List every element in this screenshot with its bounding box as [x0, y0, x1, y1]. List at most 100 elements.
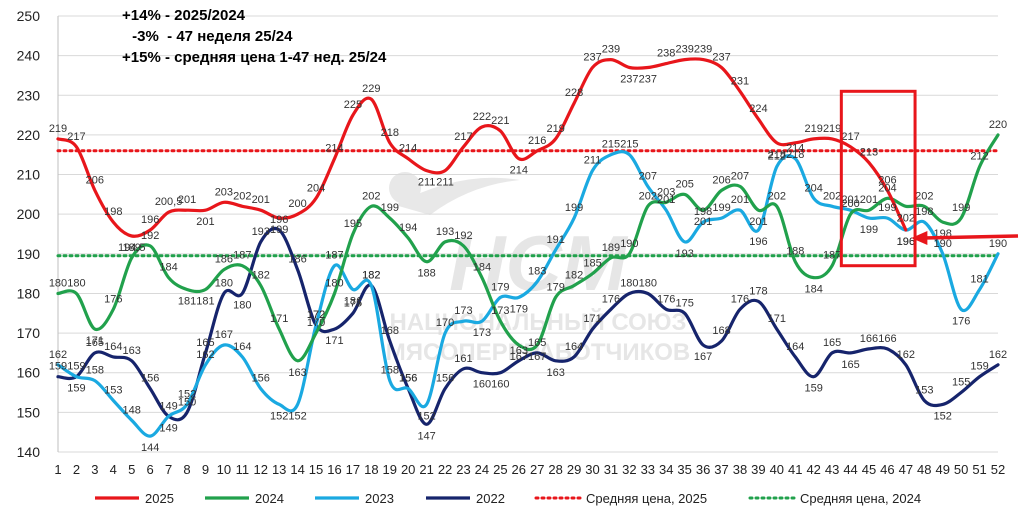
data-label-2024-30: 185: [583, 258, 601, 270]
x-tick-22: 22: [438, 462, 452, 477]
legend: 2025 2024 2023 2022 Средняя цена, 2025 Средня…: [95, 491, 921, 506]
data-label-2023-52: 190: [989, 238, 1007, 250]
x-tick-30: 30: [585, 462, 599, 477]
data-label-2023-38: 201: [731, 194, 749, 206]
data-label-2022-3: 165: [86, 337, 104, 349]
data-label-2023-33: 207: [639, 170, 657, 182]
legend-label-5: Средняя цена, 2025: [586, 491, 707, 506]
data-label-2025-35: 239: [675, 44, 693, 56]
legend-label-1: 2025: [145, 491, 174, 506]
arrow-head: [911, 230, 928, 245]
x-tick-35: 35: [677, 462, 691, 477]
data-label-2025-43: 219: [823, 123, 841, 135]
data-label-2022-36: 167: [694, 351, 712, 363]
data-label-2024-8: 181: [178, 295, 196, 307]
data-label-2025-34: 238: [657, 48, 675, 60]
data-label-2022-46: 166: [878, 333, 896, 345]
data-label-2022-37: 168: [712, 325, 730, 337]
data-label-2025-16: 214: [325, 143, 343, 155]
data-label-2023-26: 179: [510, 303, 528, 315]
data-label-2024-20: 194: [399, 222, 417, 234]
x-tick-47: 47: [899, 462, 913, 477]
data-label-2025-23: 217: [454, 131, 472, 143]
data-label-2024-16: 180: [325, 277, 343, 289]
data-label-2022-34: 176: [657, 293, 675, 305]
data-label-2024-23: 192: [454, 230, 472, 242]
data-label-2022-52: 162: [989, 349, 1007, 361]
x-tick-21: 21: [419, 462, 433, 477]
data-label-2022-2: 159: [67, 383, 85, 395]
data-label-2024-31: 189: [602, 242, 620, 254]
x-tick-25: 25: [493, 462, 507, 477]
data-label-2022-7: 149: [159, 422, 177, 434]
data-label-2025-1: 219: [49, 123, 67, 135]
x-tick-20: 20: [401, 462, 415, 477]
data-label-2022-29: 164: [565, 341, 583, 353]
x-tick-46: 46: [880, 462, 894, 477]
data-label-2025-21: 211: [418, 177, 436, 189]
data-label-2022-13: 196: [270, 214, 288, 226]
data-label-2024-34: 203: [657, 186, 675, 198]
x-axis: 1 2 3 4 5 6 7 8 9 10 11 12 13 14 15 16 17 18 19 20 21 22 23 24 2…: [54, 462, 1005, 477]
data-label-2022-24: 160: [473, 379, 491, 391]
data-label-2024-33: 202: [639, 190, 657, 202]
data-label-2025-38: 231: [731, 75, 749, 87]
data-label-2023-48: 198: [915, 206, 933, 218]
data-label-2022-28: 163: [546, 367, 564, 379]
data-label-2023-12: 156: [252, 373, 270, 385]
data-label-2022-18: 182: [362, 270, 380, 282]
x-tick-40: 40: [770, 462, 784, 477]
x-tick-41: 41: [788, 462, 802, 477]
data-label-2024-42: 184: [805, 284, 823, 296]
data-label-2024-39: 201: [749, 216, 767, 228]
x-tick-34: 34: [659, 462, 673, 477]
data-label-2023-21: 152: [417, 410, 435, 422]
x-tick-4: 4: [110, 462, 117, 477]
data-label-2025-30: 237: [583, 52, 601, 64]
data-label-2025-24: 222: [473, 111, 491, 123]
data-label-2024-26: 167: [510, 351, 528, 363]
data-label-2025-9: 201: [196, 216, 214, 228]
data-label-2024-21: 188: [417, 268, 435, 280]
data-label-2025-33: 237: [639, 74, 657, 86]
data-label-2023-44: 201: [841, 194, 859, 206]
data-label-2024-46: 204: [878, 182, 896, 194]
data-label-2023-49: 190: [934, 238, 952, 250]
data-label-2024-52: 220: [989, 119, 1007, 131]
data-label-2025-4: 198: [104, 206, 122, 218]
data-label-2025-12: 201: [252, 194, 270, 206]
data-label-2022-21: 147: [417, 430, 435, 442]
data-label-2023-2: 159: [67, 361, 85, 373]
data-label-2022-19: 168: [381, 325, 399, 337]
data-label-2023-25: 179: [491, 281, 509, 293]
x-tick-26: 26: [512, 462, 526, 477]
data-label-2024-41: 188: [786, 246, 804, 258]
x-tick-52: 52: [991, 462, 1005, 477]
y-tick-190: 190: [17, 246, 41, 262]
x-tick-50: 50: [954, 462, 968, 477]
legend-label-2: 2024: [255, 491, 284, 506]
watermark-swoosh-icon: [395, 177, 520, 215]
data-label-2024-18: 202: [362, 190, 380, 202]
x-tick-15: 15: [309, 462, 323, 477]
data-label-2025-3: 206: [86, 174, 104, 186]
data-label-2025-13: 199: [270, 224, 288, 236]
data-label-2023-5: 148: [123, 404, 141, 416]
data-label-2022-16: 171: [325, 335, 343, 347]
data-label-2022-44: 165: [841, 359, 859, 371]
data-label-2024-11: 187: [233, 250, 251, 262]
data-label-2025-7: 200,5: [155, 196, 183, 208]
legend-label-6: Средняя цена, 2024: [800, 491, 921, 506]
data-label-2023-39: 196: [749, 236, 767, 248]
watermark-figure-icon: [389, 172, 421, 204]
x-tick-36: 36: [696, 462, 710, 477]
data-label-2023-6: 144: [141, 442, 159, 454]
x-tick-32: 32: [622, 462, 636, 477]
data-label-2023-16: 187: [325, 250, 343, 262]
data-label-2025-6: 196: [141, 214, 159, 226]
data-label-2025-19: 218: [381, 127, 399, 139]
series-line-2022: [56, 226, 1000, 426]
data-label-2024-47: 202: [897, 212, 915, 224]
x-tick-51: 51: [972, 462, 986, 477]
